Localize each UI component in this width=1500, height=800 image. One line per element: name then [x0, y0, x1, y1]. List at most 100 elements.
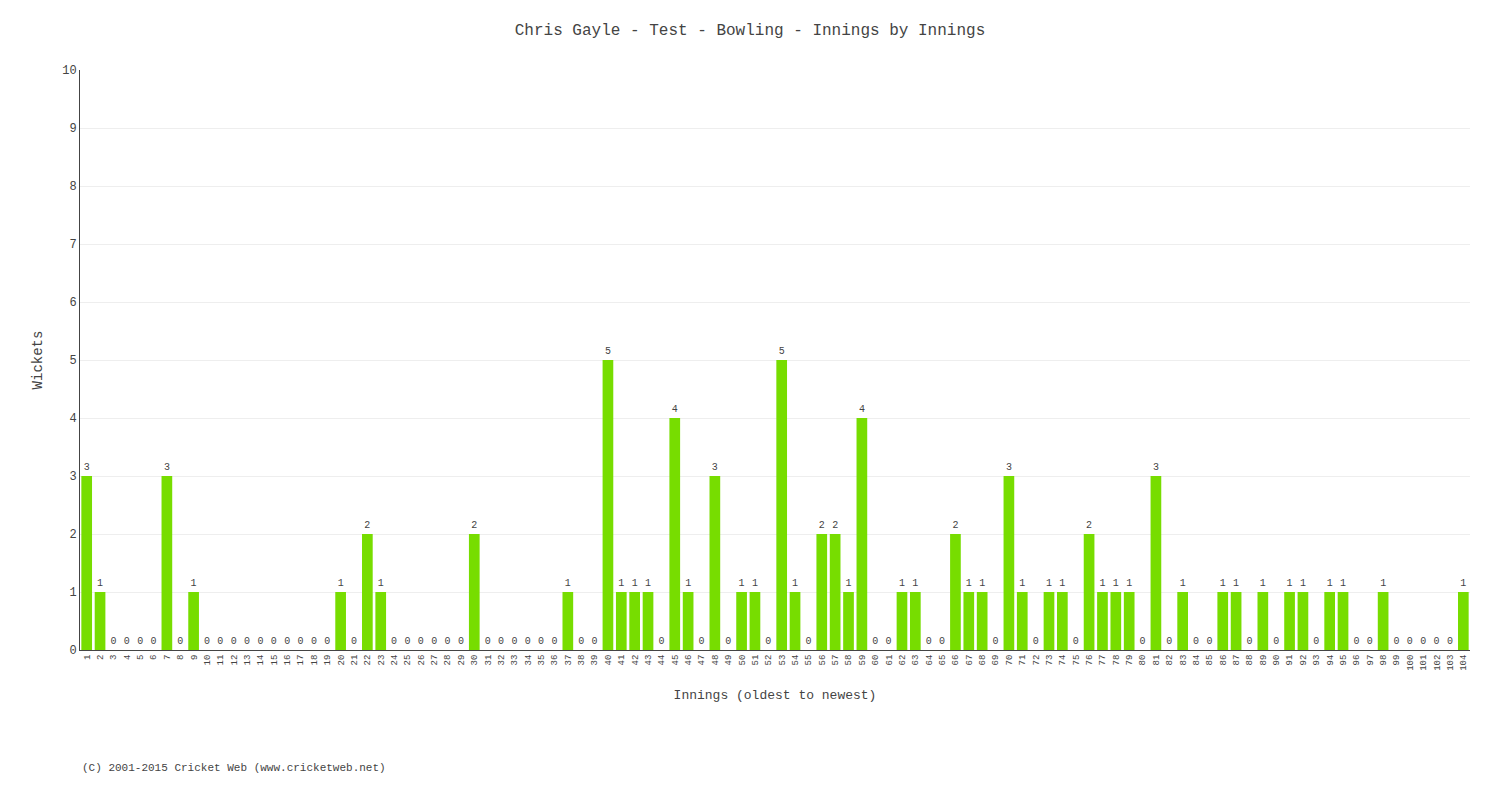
svg-text:0: 0	[110, 636, 116, 647]
svg-text:2: 2	[69, 528, 76, 542]
svg-text:77: 77	[1098, 655, 1108, 666]
svg-text:0: 0	[578, 636, 584, 647]
svg-text:75: 75	[1072, 655, 1082, 666]
svg-text:1: 1	[1340, 578, 1346, 589]
svg-text:0: 0	[204, 636, 210, 647]
svg-text:1: 1	[338, 578, 344, 589]
svg-text:76: 76	[1085, 655, 1095, 666]
svg-text:83: 83	[1179, 655, 1189, 666]
svg-text:87: 87	[1232, 655, 1242, 666]
svg-text:22: 22	[363, 655, 373, 666]
svg-text:8: 8	[176, 655, 186, 660]
svg-text:1: 1	[1300, 578, 1306, 589]
svg-text:0: 0	[445, 636, 451, 647]
svg-text:0: 0	[1033, 636, 1039, 647]
svg-text:92: 92	[1299, 655, 1309, 666]
svg-text:0: 0	[498, 636, 504, 647]
svg-text:73: 73	[1045, 655, 1055, 666]
svg-text:103: 103	[1446, 655, 1456, 671]
svg-text:88: 88	[1245, 655, 1255, 666]
svg-text:10: 10	[203, 655, 213, 666]
svg-text:1: 1	[83, 655, 93, 660]
svg-text:2: 2	[1086, 520, 1092, 531]
svg-text:40: 40	[604, 655, 614, 666]
svg-text:0: 0	[511, 636, 517, 647]
svg-text:63: 63	[911, 655, 921, 666]
svg-text:0: 0	[926, 636, 932, 647]
svg-text:0: 0	[431, 636, 437, 647]
svg-text:33: 33	[510, 655, 520, 666]
svg-text:0: 0	[1367, 636, 1373, 647]
svg-text:0: 0	[658, 636, 664, 647]
svg-text:15: 15	[270, 655, 280, 666]
svg-text:0: 0	[124, 636, 130, 647]
svg-text:61: 61	[885, 655, 895, 666]
svg-text:52: 52	[764, 655, 774, 666]
svg-text:0: 0	[69, 644, 76, 658]
svg-text:85: 85	[1205, 655, 1215, 666]
svg-text:44: 44	[657, 655, 667, 666]
svg-text:2: 2	[471, 520, 477, 531]
svg-text:1: 1	[69, 586, 76, 600]
svg-text:60: 60	[871, 655, 881, 666]
svg-text:18: 18	[310, 655, 320, 666]
svg-text:51: 51	[751, 655, 761, 666]
svg-text:0: 0	[257, 636, 263, 647]
svg-text:0: 0	[418, 636, 424, 647]
svg-text:1: 1	[739, 578, 745, 589]
svg-text:0: 0	[765, 636, 771, 647]
svg-text:19: 19	[323, 655, 333, 666]
svg-text:64: 64	[925, 655, 935, 666]
svg-text:81: 81	[1152, 655, 1162, 666]
svg-text:47: 47	[697, 655, 707, 666]
svg-text:1: 1	[1099, 578, 1105, 589]
svg-text:29: 29	[457, 655, 467, 666]
svg-text:90: 90	[1272, 655, 1282, 666]
svg-text:11: 11	[216, 655, 226, 666]
svg-text:1: 1	[1220, 578, 1226, 589]
svg-text:14: 14	[256, 655, 266, 666]
svg-text:5: 5	[136, 655, 146, 660]
svg-text:1: 1	[1019, 578, 1025, 589]
svg-text:0: 0	[1273, 636, 1279, 647]
svg-text:46: 46	[684, 655, 694, 666]
svg-text:3: 3	[109, 655, 119, 660]
svg-text:1: 1	[1233, 578, 1239, 589]
svg-text:0: 0	[311, 636, 317, 647]
svg-text:27: 27	[430, 655, 440, 666]
svg-text:0: 0	[271, 636, 277, 647]
svg-text:36: 36	[550, 655, 560, 666]
svg-text:1: 1	[632, 578, 638, 589]
svg-text:84: 84	[1192, 655, 1202, 666]
svg-text:95: 95	[1339, 655, 1349, 666]
svg-text:0: 0	[1313, 636, 1319, 647]
svg-text:74: 74	[1058, 655, 1068, 666]
svg-text:1: 1	[97, 578, 103, 589]
svg-text:38: 38	[577, 655, 587, 666]
svg-text:1: 1	[966, 578, 972, 589]
svg-text:1: 1	[1460, 578, 1466, 589]
svg-text:42: 42	[631, 655, 641, 666]
svg-text:86: 86	[1219, 655, 1229, 666]
svg-text:0: 0	[725, 636, 731, 647]
svg-text:0: 0	[324, 636, 330, 647]
svg-text:0: 0	[993, 636, 999, 647]
svg-text:96: 96	[1352, 655, 1362, 666]
svg-text:72: 72	[1032, 655, 1042, 666]
svg-text:2: 2	[96, 655, 106, 660]
svg-text:7: 7	[163, 655, 173, 660]
svg-text:65: 65	[938, 655, 948, 666]
svg-text:13: 13	[243, 655, 253, 666]
svg-text:0: 0	[1420, 636, 1426, 647]
svg-text:0: 0	[592, 636, 598, 647]
svg-text:0: 0	[939, 636, 945, 647]
svg-text:12: 12	[230, 655, 240, 666]
svg-text:9: 9	[69, 122, 76, 136]
svg-text:1: 1	[618, 578, 624, 589]
svg-text:97: 97	[1366, 655, 1376, 666]
svg-text:10: 10	[62, 64, 76, 78]
svg-text:6: 6	[149, 655, 159, 660]
svg-text:16: 16	[283, 655, 293, 666]
svg-text:Innings (oldest to newest): Innings (oldest to newest)	[674, 688, 877, 703]
svg-text:3: 3	[1006, 462, 1012, 473]
